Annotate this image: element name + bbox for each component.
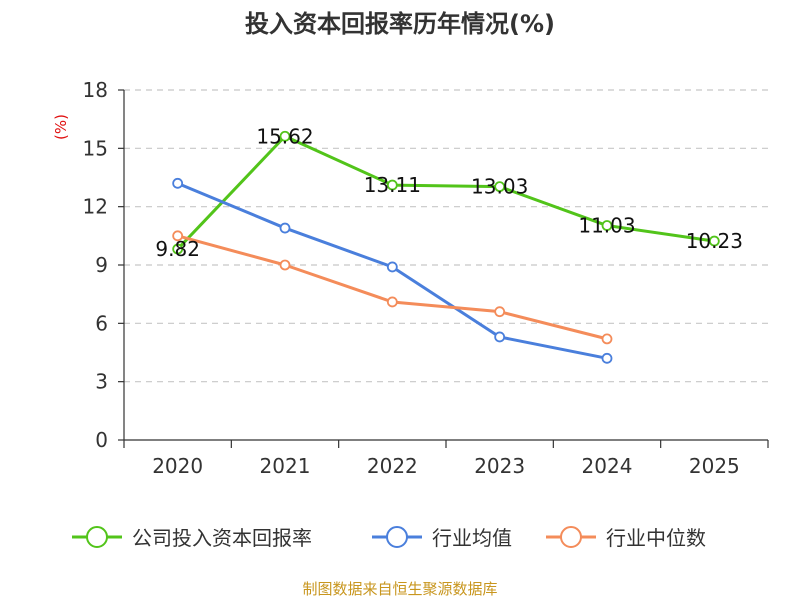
series-0-point-2020 <box>172 243 184 255</box>
legend-item-0[interactable]: 公司投入资本回报率 <box>72 526 312 550</box>
legend-marker-1 <box>386 526 408 548</box>
series-0-point-2025 <box>708 235 720 247</box>
legend-marker-0 <box>86 526 108 548</box>
legend-label-1: 行业均值 <box>432 526 512 550</box>
y-tick-label-15: 15 <box>83 136 108 160</box>
x-tick-label-2021: 2021 <box>260 454 311 478</box>
y-tick-labels: 0 3 6 9 12 15 18 <box>83 78 108 452</box>
axes <box>118 89 769 448</box>
data-label-2022: 13.11 <box>364 173 421 197</box>
x-tick-label-2025: 2025 <box>689 454 740 478</box>
y-tick-label-3: 3 <box>95 370 108 394</box>
series-1-point-2020 <box>172 177 184 189</box>
legend[interactable]: 公司投入资本回报率 行业均值 行业中位数 <box>72 526 706 550</box>
data-label-2023: 13.03 <box>471 175 528 199</box>
series-2-point-2022 <box>386 296 398 308</box>
series-2-point-2020 <box>172 230 184 242</box>
data-label-2021: 15.62 <box>256 124 313 148</box>
series-line-0 <box>176 134 715 251</box>
series-1-point-2024 <box>601 352 613 364</box>
series-0-point-2021 <box>279 130 291 142</box>
legend-label-0: 公司投入资本回报率 <box>132 526 312 550</box>
x-tick-label-2024: 2024 <box>582 454 633 478</box>
x-tick-label-2020: 2020 <box>152 454 203 478</box>
y-tick-label-9: 9 <box>95 253 108 277</box>
series-2-point-2021 <box>279 259 291 271</box>
x-tick-label-2022: 2022 <box>367 454 418 478</box>
legend-marker-2 <box>560 526 582 548</box>
series-1-point-2022 <box>386 261 398 273</box>
series-1-point-2023 <box>494 331 506 343</box>
series-1-point-2021 <box>279 222 291 234</box>
y-tick-label-12: 12 <box>83 195 108 219</box>
source-note: 制图数据来自恒生聚源数据库 <box>302 580 497 598</box>
y-tick-label-0: 0 <box>95 428 108 452</box>
series-0-point-2023 <box>494 181 506 193</box>
y-axis-label: (%) <box>52 114 70 140</box>
series-2-point-2024 <box>601 333 613 345</box>
legend-label-2: 行业中位数 <box>606 526 706 550</box>
series-0-point-2024 <box>601 220 613 231</box>
legend-item-2[interactable]: 行业中位数 <box>546 526 706 550</box>
grid-lines <box>124 89 768 383</box>
y-tick-label-18: 18 <box>83 78 108 102</box>
chart-title: 投入资本回报率历年情况(%) <box>245 10 555 38</box>
data-label-2025: 10.23 <box>686 229 743 253</box>
data-label-2024: 11.03 <box>578 214 635 238</box>
data-labels: 9.82 15.62 13.11 13.03 11.03 10.23 <box>155 124 743 261</box>
x-tick-labels: 2020 2021 2022 2023 2024 2025 <box>152 454 740 478</box>
y-tick-label-6: 6 <box>95 311 108 335</box>
series-group <box>172 130 720 364</box>
series-2-point-2023 <box>494 306 506 318</box>
data-label-2020: 9.82 <box>155 237 200 261</box>
legend-item-1[interactable]: 行业均值 <box>372 526 512 550</box>
series-0-point-2022 <box>386 179 398 191</box>
x-tick-label-2023: 2023 <box>474 454 525 478</box>
